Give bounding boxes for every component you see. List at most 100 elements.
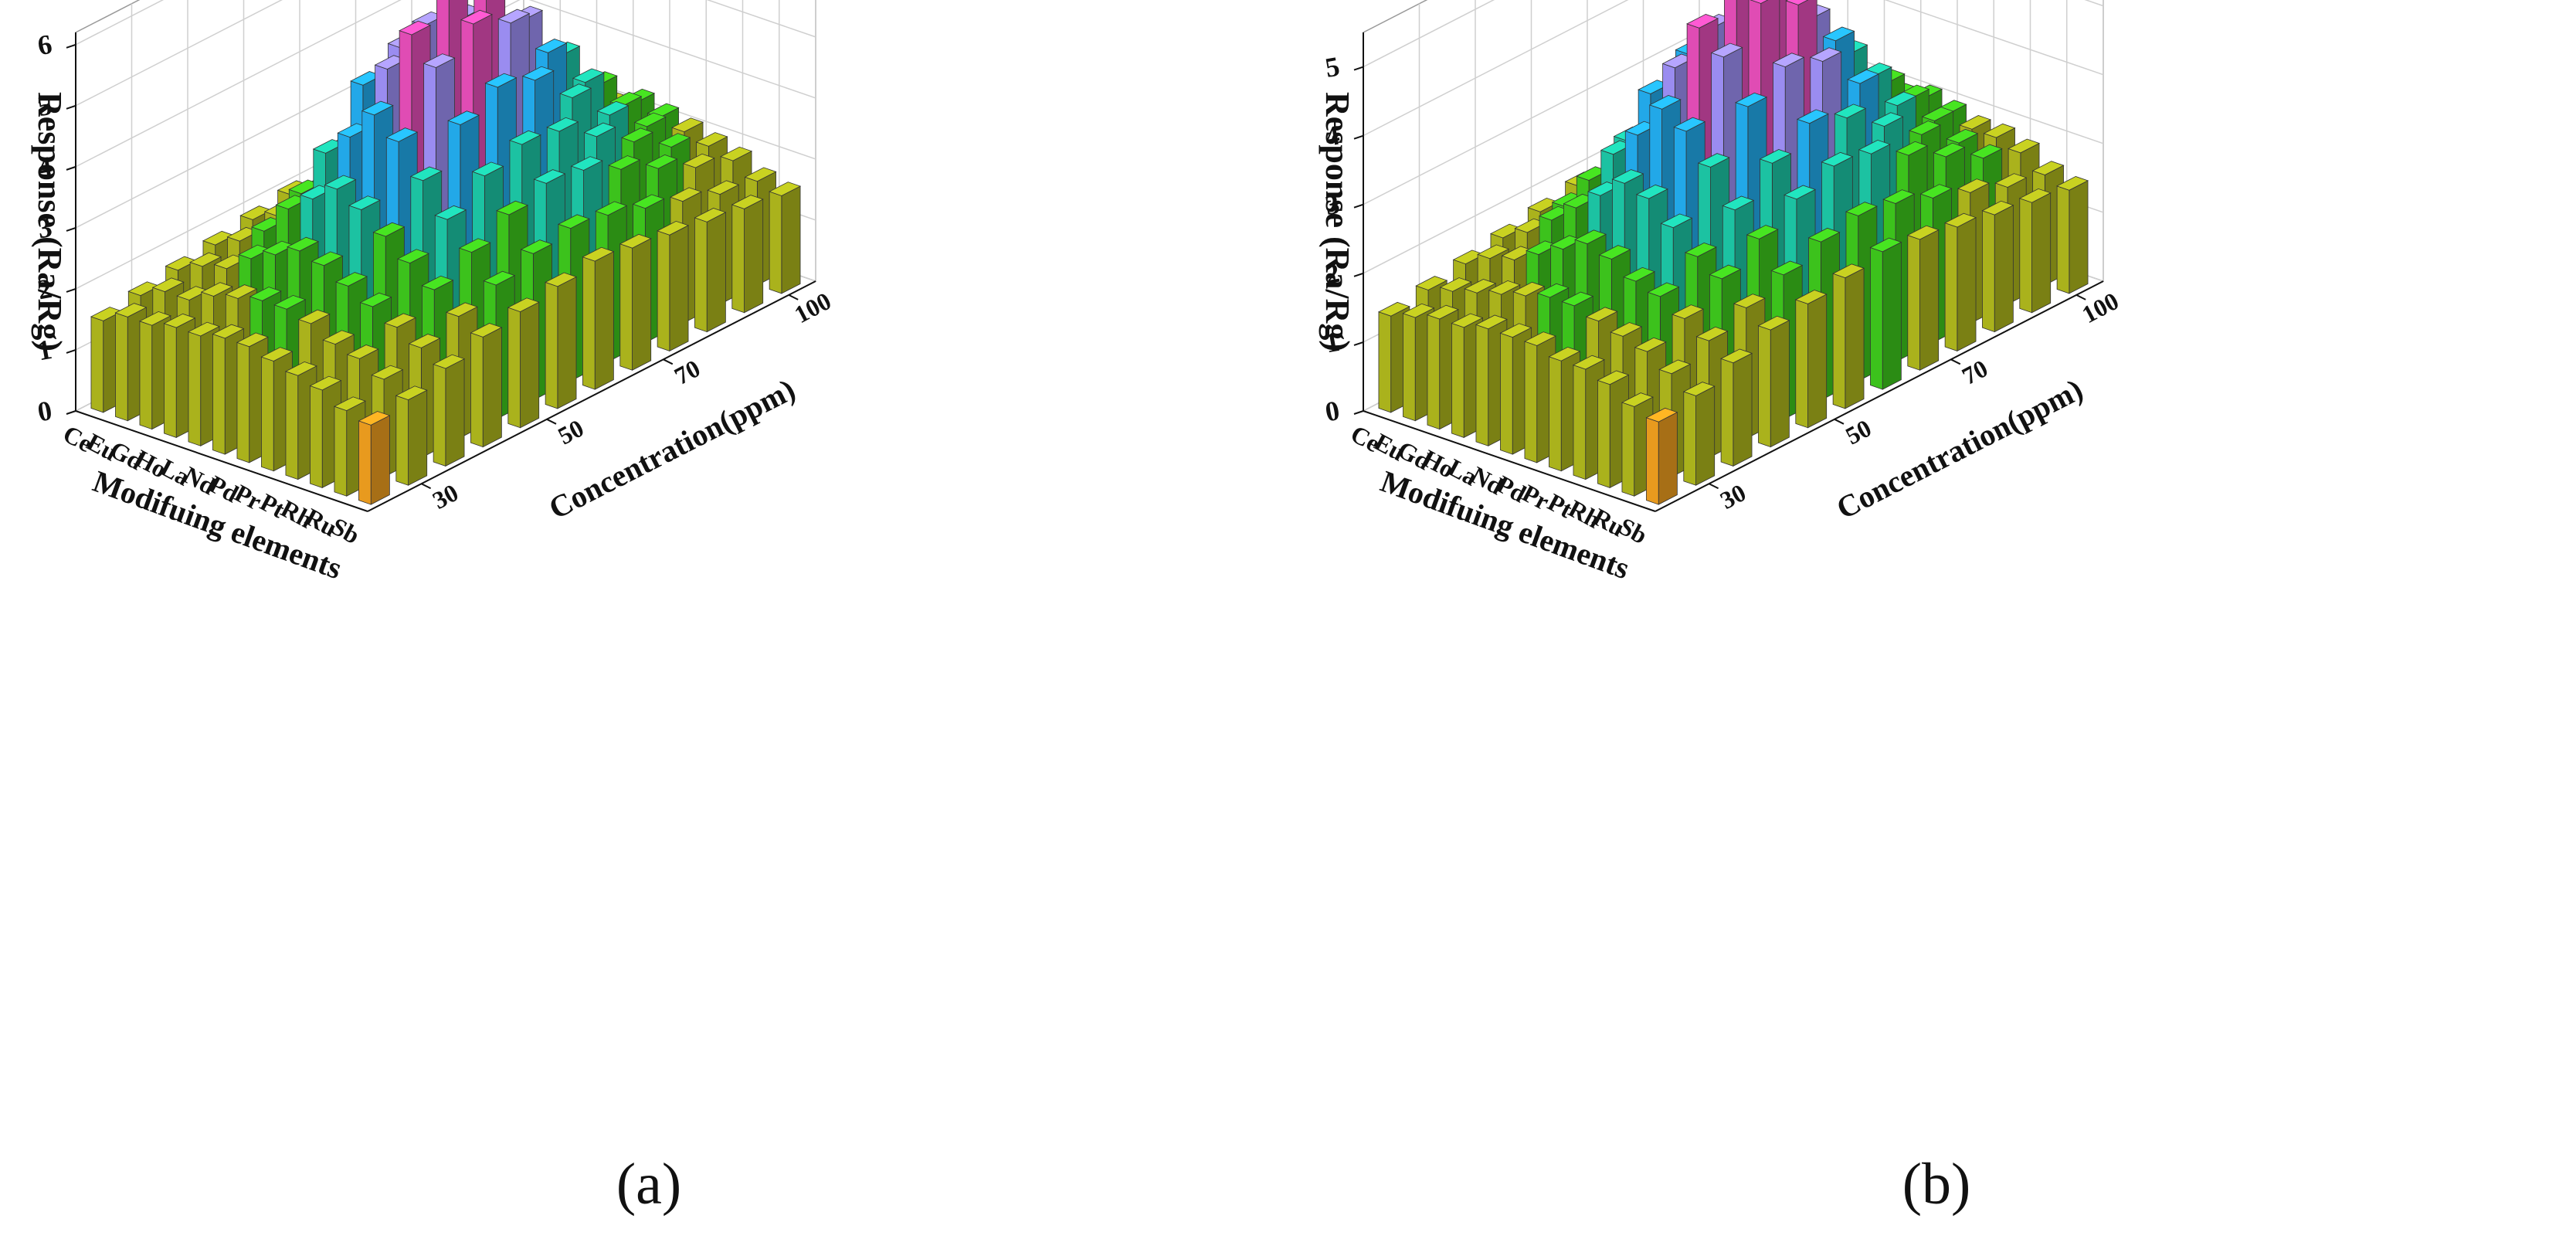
bar-top: [225, 284, 258, 299]
bar-top: [324, 175, 357, 190]
bar-top: [595, 201, 628, 216]
bar-top: [273, 294, 307, 310]
bar-front: [1621, 402, 1635, 497]
bar-top: [535, 39, 568, 53]
concentration-tick: [546, 418, 557, 425]
bar-top: [1847, 69, 1880, 84]
bar-front: [334, 406, 348, 497]
bar-top: [1548, 346, 1581, 362]
bar-top: [1475, 314, 1508, 330]
bar-top: [1572, 355, 1605, 370]
bar-front: [90, 316, 104, 413]
bar-top: [1488, 280, 1521, 295]
bar-front: [1646, 417, 1659, 505]
bar-front: [619, 243, 633, 371]
bar-front: [1403, 313, 1416, 422]
bar-front: [395, 395, 409, 486]
z-axis-label: Response (Ra/Rg): [31, 92, 69, 351]
bar-top: [287, 236, 320, 252]
bar-front: [582, 256, 596, 390]
bar-top: [1695, 326, 1729, 341]
bar-top: [2008, 138, 2041, 154]
bar-front: [1982, 210, 1995, 333]
bar-front: [1720, 358, 1734, 467]
z-tick: [66, 104, 76, 110]
bar-top: [1822, 26, 1855, 42]
bar-a-sb-8: [619, 233, 652, 371]
bar-top: [187, 321, 220, 337]
bar-top: [671, 117, 704, 133]
bar-side: [520, 301, 540, 429]
bar-b-sb-2: [1682, 382, 1716, 486]
bar-top: [1672, 304, 1705, 319]
bar-side: [632, 238, 652, 371]
bar-top: [1634, 337, 1667, 352]
concentration-tick-label: 70: [670, 354, 704, 390]
z-tick: [66, 349, 76, 354]
bar-a-sb-5: [507, 297, 540, 429]
bar-top: [744, 167, 777, 182]
bar-top: [138, 311, 171, 326]
bar-top: [1757, 315, 1790, 331]
bar-top: [1858, 139, 1891, 154]
bar-top: [335, 272, 368, 287]
bar-side: [781, 185, 801, 294]
bar-top: [1621, 392, 1654, 407]
bar-front: [2019, 198, 2032, 314]
bar-top: [496, 200, 529, 216]
bar-top: [1919, 184, 1953, 199]
concentration-tick: [1950, 358, 1961, 365]
bar-front: [1683, 391, 1696, 486]
bar-top: [1697, 153, 1730, 168]
concentration-tick: [1834, 418, 1845, 425]
bar-top: [460, 9, 493, 25]
bar-b-sb-6: [1832, 263, 1865, 409]
bar-top: [1906, 225, 1940, 240]
bar-top: [608, 155, 641, 170]
z-tick: [1353, 203, 1364, 209]
bar-b-sb-9: [1944, 212, 1977, 352]
bar-side: [744, 199, 764, 314]
bar-front: [310, 385, 323, 488]
bar-b-sb-12: [2056, 176, 2089, 294]
bar-front: [1573, 365, 1587, 480]
bar-top: [1921, 107, 1954, 121]
bar-top: [1933, 142, 1966, 158]
bar-b-sb-4: [1757, 315, 1790, 448]
concentration-tick-label: 50: [1841, 414, 1875, 450]
bar-top: [533, 169, 566, 184]
bar-top: [1722, 195, 1755, 211]
bar-side: [1882, 241, 1902, 390]
bar-top: [1710, 42, 1743, 58]
bar-top: [645, 154, 678, 169]
bar-side: [1807, 294, 1828, 429]
bar-top: [1415, 276, 1448, 290]
bar-front: [1378, 311, 1392, 413]
bar-top: [1772, 53, 1805, 68]
bar-b-sb-3: [1720, 348, 1753, 467]
bar-side: [706, 212, 726, 333]
bar-top: [395, 385, 428, 401]
bar-top: [1983, 123, 2016, 138]
bar-top: [1784, 185, 1817, 200]
bar-front: [236, 341, 250, 463]
bar-top: [1523, 331, 1556, 346]
bar-a-sb-7: [582, 246, 615, 390]
grid-line: [75, 0, 816, 168]
bar-top: [163, 313, 196, 328]
bar-top: [358, 411, 391, 426]
bar-top: [396, 249, 429, 264]
bar-front: [285, 371, 299, 480]
bar-a-sb-4: [470, 323, 503, 448]
bar-front: [657, 230, 670, 351]
bar-top: [1635, 184, 1668, 199]
bar-top: [1648, 95, 1682, 110]
bar-front: [1549, 356, 1562, 472]
bars: [1377, 0, 2089, 505]
bar-top: [720, 146, 753, 161]
bar-front: [1427, 314, 1441, 430]
bar-top: [572, 68, 605, 83]
bar-front: [1597, 379, 1610, 488]
